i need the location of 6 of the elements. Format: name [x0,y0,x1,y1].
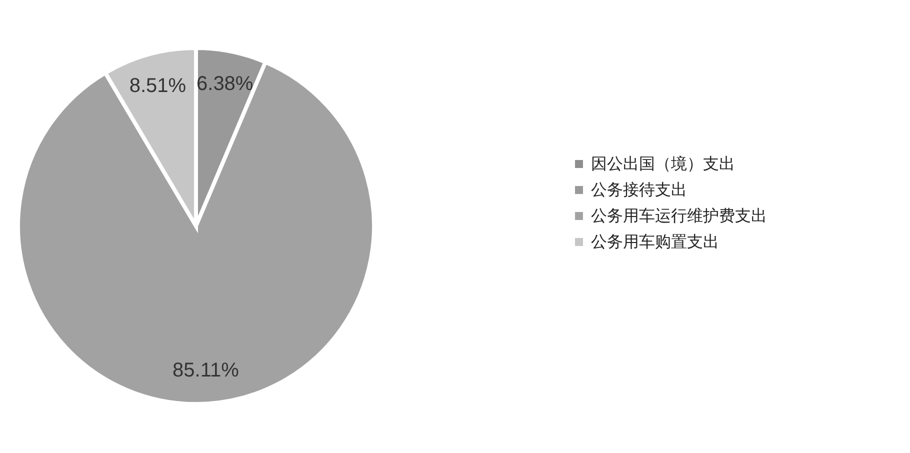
data-label: 85.11% [172,360,240,382]
legend-label: 公务用车运行维护费支出 [591,206,767,225]
legend-label: 公务用车购置支出 [591,232,719,251]
data-label: 8.51% [129,75,186,98]
legend-label: 因公出国（境）支出 [591,154,735,173]
legend-label: 公务接待支出 [591,180,687,199]
